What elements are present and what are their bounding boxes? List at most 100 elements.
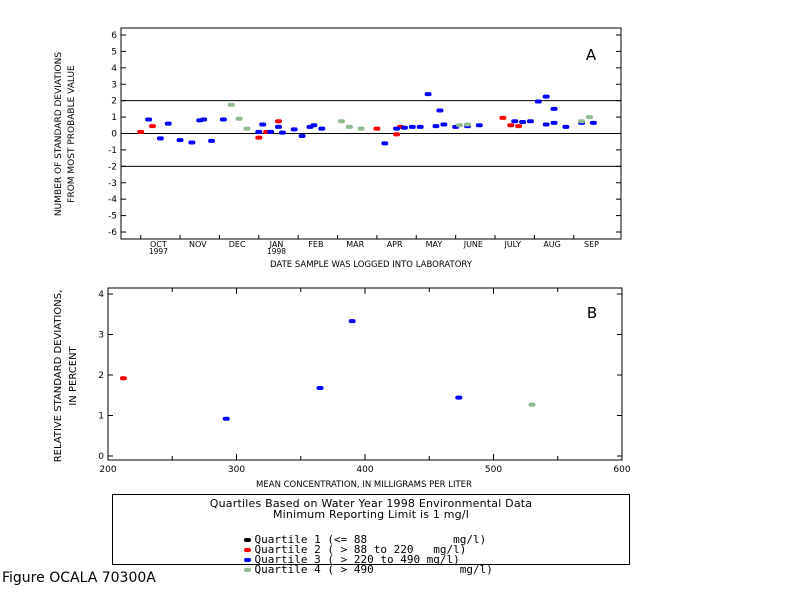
x-tick-label: 500 (485, 465, 502, 475)
data-point-q3 (416, 124, 424, 129)
legend-item-label: Quartile 2 ( > 88 to 220 mg/l) (254, 543, 467, 556)
x-tick-label: DEC (229, 240, 246, 249)
legend-item-quartile-3: Quartile 3 ( > 220 to 490 mg/l) (217, 543, 460, 576)
y-tick-label: 0 (98, 452, 104, 462)
panel-a-reference-lines (121, 100, 621, 167)
data-point-q3 (436, 108, 444, 113)
data-point-q4 (586, 115, 594, 120)
legend-item-label: Quartile 3 ( > 220 to 490 mg/l) (254, 553, 460, 566)
x-tick-sublabel: 1998 (267, 247, 286, 256)
quartile-2-marker (243, 548, 251, 552)
legend-item-quartile-1: Quartile 1 (<= 88 mg/l) (217, 523, 486, 556)
x-tick-label: OCT (150, 240, 167, 249)
data-point-q2 (373, 126, 381, 131)
data-point-q3 (290, 127, 298, 132)
data-point-q4 (235, 116, 243, 121)
legend-title: Quartiles Based on Water Year 1998 Envir… (209, 497, 533, 510)
figure-caption: Figure OCALA 70300A (2, 570, 156, 586)
data-point-q3 (542, 122, 550, 127)
data-point-q3 (381, 141, 389, 146)
y-tick-label: 4 (98, 290, 104, 300)
data-point-q3 (298, 133, 306, 138)
data-point-q2 (119, 376, 127, 381)
data-point-q4 (578, 119, 586, 124)
data-point-q2 (137, 129, 145, 134)
data-point-q3 (408, 124, 416, 129)
panel-b-points (119, 319, 536, 421)
legend-item-quartile-2: Quartile 2 ( > 88 to 220 mg/l) (217, 533, 466, 566)
y-tick-label: -2 (108, 162, 117, 172)
data-point-q3 (550, 120, 558, 125)
panel-a-letter: A (586, 46, 597, 64)
data-point-q3 (542, 94, 550, 99)
x-tick-label: NOV (189, 240, 207, 249)
x-tick-label: 600 (613, 465, 630, 475)
data-point-q3 (219, 117, 227, 122)
panel-a-y-label-line1: NUMBER OF STANDARD DEVIATIONS (54, 52, 64, 216)
data-point-q4 (463, 122, 471, 127)
panel-b-x-axis: 200 300 400 500 600 (99, 288, 631, 475)
x-tick-label: JULY (503, 240, 521, 249)
data-point-q2 (499, 115, 507, 120)
y-tick-label: 1 (98, 412, 104, 422)
x-tick-label: MAY (426, 240, 443, 249)
data-point-q3 (455, 395, 463, 400)
legend-item-label: Quartile 4 ( > 490 mg/l) (254, 563, 493, 576)
data-point-q3 (145, 117, 153, 122)
panel-b-letter: B (587, 304, 597, 322)
data-point-q4 (357, 126, 365, 131)
data-point-q3 (526, 119, 534, 124)
data-point-q2 (255, 135, 263, 140)
x-tick-label: JUNE (463, 240, 483, 249)
y-tick-label: 1 (111, 113, 117, 123)
data-point-q3 (208, 138, 216, 143)
quartile-3-marker (243, 558, 251, 562)
y-tick-label: -5 (108, 212, 117, 222)
x-tick-label: JAN (269, 240, 284, 249)
data-point-q3 (176, 138, 184, 143)
y-tick-label: -6 (108, 228, 117, 238)
y-tick-label: 6 (111, 31, 117, 41)
panel-b-y-axis: 0 1 2 3 4 (98, 290, 622, 462)
data-point-q3 (432, 124, 440, 129)
data-point-q3 (534, 99, 542, 104)
data-point-q2 (507, 123, 515, 128)
data-point-q3 (475, 123, 483, 128)
data-point-q2 (274, 119, 282, 124)
data-point-q4 (337, 119, 345, 124)
legend-subtitle: Minimum Reporting Limit is 1 mg/l (272, 508, 470, 521)
data-point-q4 (345, 124, 353, 129)
y-tick-label: 3 (98, 331, 104, 341)
data-point-q3 (310, 123, 318, 128)
y-tick-label: -3 (108, 179, 117, 189)
data-point-q3 (267, 129, 275, 134)
y-tick-label: -4 (108, 195, 117, 205)
data-point-q3 (519, 120, 527, 125)
data-point-q3 (400, 125, 408, 130)
panel-b-y-label-line2: IN PERCENT (68, 345, 79, 405)
y-tick-label: 4 (111, 64, 117, 74)
data-point-q4 (528, 402, 536, 407)
data-point-q3 (259, 122, 267, 127)
data-point-q3 (511, 119, 519, 124)
data-point-q3 (550, 106, 558, 111)
y-tick-label: 3 (111, 80, 117, 90)
data-point-q3 (164, 121, 172, 126)
data-point-q3 (562, 124, 570, 129)
data-point-q3 (278, 130, 286, 135)
x-tick-label: 400 (356, 465, 373, 475)
data-point-q3 (222, 416, 230, 421)
panel-b-y-label-line1: RELATIVE STANDARD DEVIATIONS, (53, 290, 64, 463)
quartile-4-marker (243, 568, 251, 572)
panel-b-frame (107, 287, 623, 461)
data-point-q4 (456, 123, 464, 128)
data-point-q3 (440, 122, 448, 127)
data-point-q3 (316, 385, 324, 390)
data-point-q3 (589, 120, 597, 125)
y-tick-label: 2 (111, 97, 117, 107)
x-tick-label: AUG (543, 240, 561, 249)
data-point-q2 (515, 124, 523, 129)
